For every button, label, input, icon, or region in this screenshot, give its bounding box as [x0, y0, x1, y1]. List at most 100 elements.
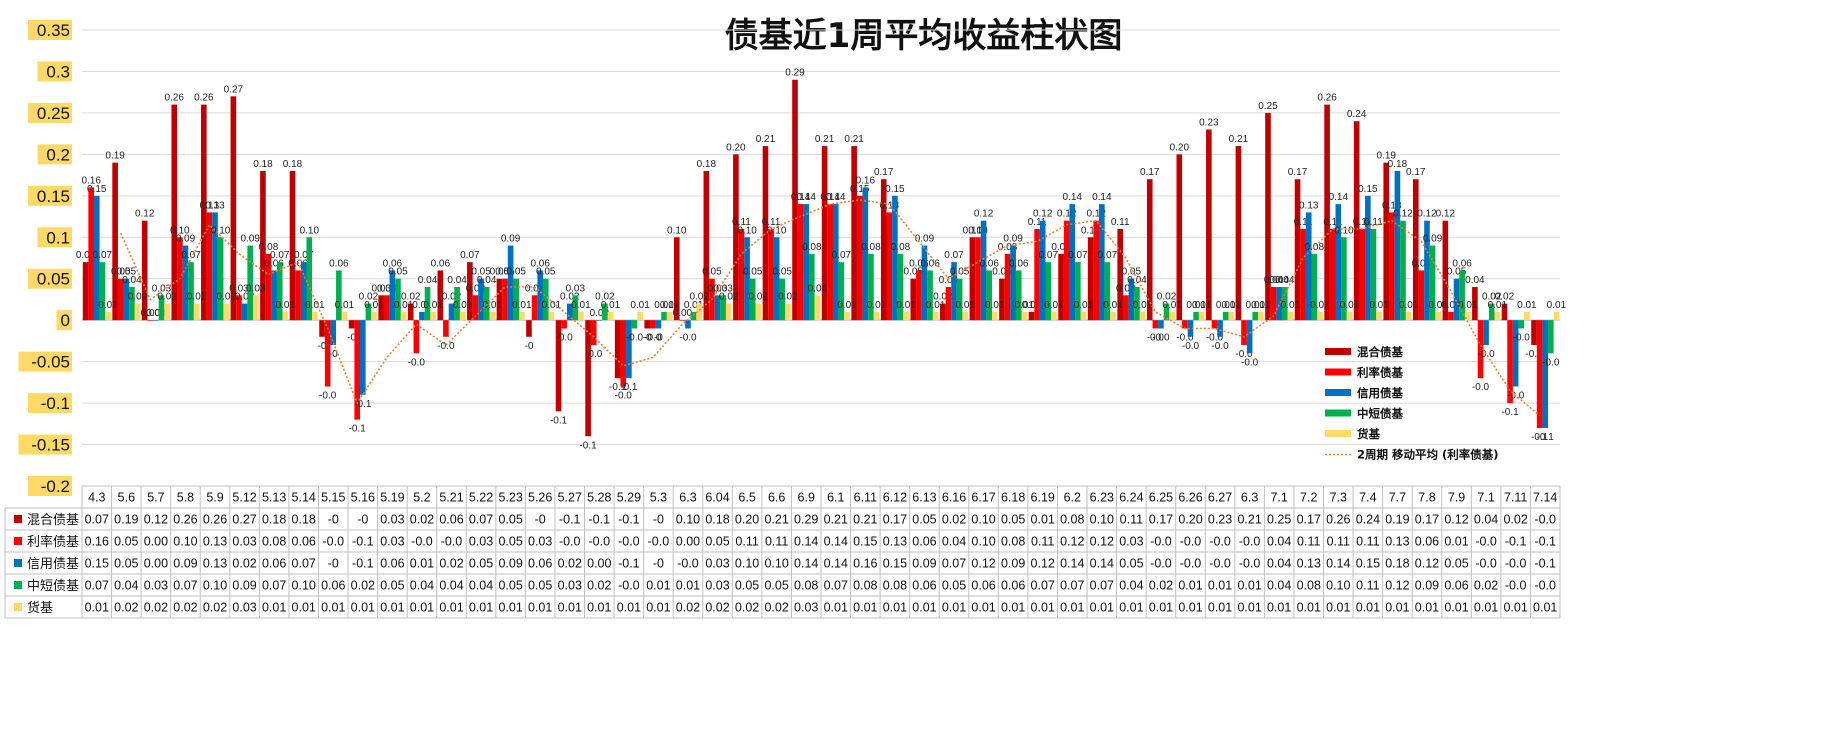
data-label: 0.01	[684, 300, 704, 311]
table-cell: 0.06	[1415, 535, 1439, 549]
data-label: 0.02	[689, 292, 709, 303]
data-label: 0.12	[1393, 209, 1413, 220]
data-label: 0.01	[1441, 300, 1461, 311]
bar	[389, 270, 396, 321]
table-cell: 0.01	[1208, 579, 1232, 593]
table-row-name: 货基	[27, 600, 53, 616]
bar	[1063, 220, 1070, 321]
table-cell: 0.05	[498, 535, 522, 549]
data-label: 0.10	[170, 225, 190, 236]
bar	[1383, 162, 1390, 321]
table-cell: 0.26	[1326, 513, 1350, 527]
bar	[289, 170, 296, 321]
data-label: -0.1	[349, 424, 367, 435]
table-cell: 0.10	[1090, 513, 1114, 527]
data-label: 0.29	[785, 68, 805, 79]
table-cell: 0.14	[1090, 557, 1114, 571]
ytick-highlight	[28, 185, 72, 206]
table-cell: 0.01	[1208, 601, 1232, 615]
table-cell: 0.26	[203, 513, 227, 527]
bar	[655, 320, 662, 329]
bar	[755, 303, 762, 321]
bar	[1524, 311, 1530, 321]
data-label: 0.01	[1216, 300, 1236, 311]
table-cell: 0.21	[824, 513, 848, 527]
bar	[856, 195, 863, 321]
table-cell: 0.03	[794, 601, 818, 615]
table-cell: 0.06	[321, 579, 345, 593]
bar	[561, 320, 567, 329]
data-label: 0.03	[466, 283, 486, 294]
table-cell: 0.01	[351, 601, 375, 615]
bar	[661, 311, 667, 321]
bar	[1472, 287, 1478, 321]
bar	[82, 262, 89, 321]
data-label: 0.10	[1081, 225, 1101, 236]
table-cell: 0.01	[262, 601, 286, 615]
data-label: 0.06	[1009, 258, 1029, 269]
data-label: 0.03	[229, 283, 249, 294]
table-cell: 0.03	[558, 579, 582, 593]
data-label: 0.04	[1275, 275, 1295, 286]
bar	[306, 237, 313, 321]
bar	[312, 311, 318, 321]
category-label: 6.25	[1149, 491, 1173, 505]
data-label: -0.0	[408, 357, 426, 368]
data-label: 0.21	[756, 134, 776, 145]
table-cell: 0.29	[794, 513, 818, 527]
data-label: 0.02	[442, 292, 462, 303]
bar	[650, 320, 656, 329]
bar	[1494, 311, 1501, 321]
bar	[916, 270, 922, 321]
ytick-highlight	[37, 61, 72, 82]
table-row-swatch	[14, 515, 22, 523]
table-cell: 0.01	[1031, 601, 1055, 615]
data-label: 0.08	[861, 242, 881, 253]
table-cell: 0.12	[1444, 513, 1468, 527]
table-cell: 0.13	[203, 535, 227, 549]
data-label: -0.0	[1206, 332, 1224, 343]
table-cell: 0.01	[617, 601, 641, 615]
data-label: 0.06	[920, 258, 940, 269]
table-cell: 0.02	[764, 601, 788, 615]
bar	[851, 146, 857, 321]
data-label: 0.01	[985, 300, 1005, 311]
data-label: 0.20	[726, 142, 746, 153]
category-label: 7.3	[1330, 491, 1347, 505]
table-cell: 0.10	[971, 535, 995, 549]
table-cell: 0.14	[794, 557, 818, 571]
table-cell: 0.17	[1149, 513, 1173, 527]
table-cell: -0.0	[618, 535, 640, 549]
category-label: 6.5	[738, 491, 755, 505]
data-label: 0.13	[1299, 200, 1319, 211]
category-label: 6.9	[798, 491, 815, 505]
data-label: 0.17	[1406, 167, 1426, 178]
bar	[336, 270, 342, 321]
table-cell: 0.04	[1119, 579, 1143, 593]
category-label: 7.2	[1300, 491, 1317, 505]
bar	[897, 253, 904, 321]
bar	[797, 204, 804, 321]
bar	[762, 146, 769, 321]
bar	[555, 320, 562, 412]
table-cell: 0.10	[676, 513, 700, 527]
data-label: 0.07	[294, 250, 314, 261]
data-label: 0.06	[329, 258, 349, 269]
data-label: 0.01	[1458, 300, 1478, 311]
category-label: 5.21	[439, 491, 463, 505]
table-cell: -0.0	[677, 557, 699, 571]
table-cell: 0.01	[1474, 601, 1498, 615]
bar	[1442, 220, 1449, 321]
table-cell: 0.14	[824, 557, 848, 571]
bar	[1453, 278, 1460, 321]
category-label: 6.16	[942, 491, 966, 505]
table-cell: 0.02	[351, 579, 375, 593]
data-label: 0.03	[808, 283, 828, 294]
bar	[572, 295, 579, 321]
bar	[1287, 311, 1294, 321]
data-label: 0.01	[1015, 300, 1035, 311]
data-label: 0.13	[205, 200, 225, 211]
data-label: 0.26	[1317, 93, 1337, 104]
bar	[341, 311, 348, 321]
bar	[932, 311, 939, 321]
